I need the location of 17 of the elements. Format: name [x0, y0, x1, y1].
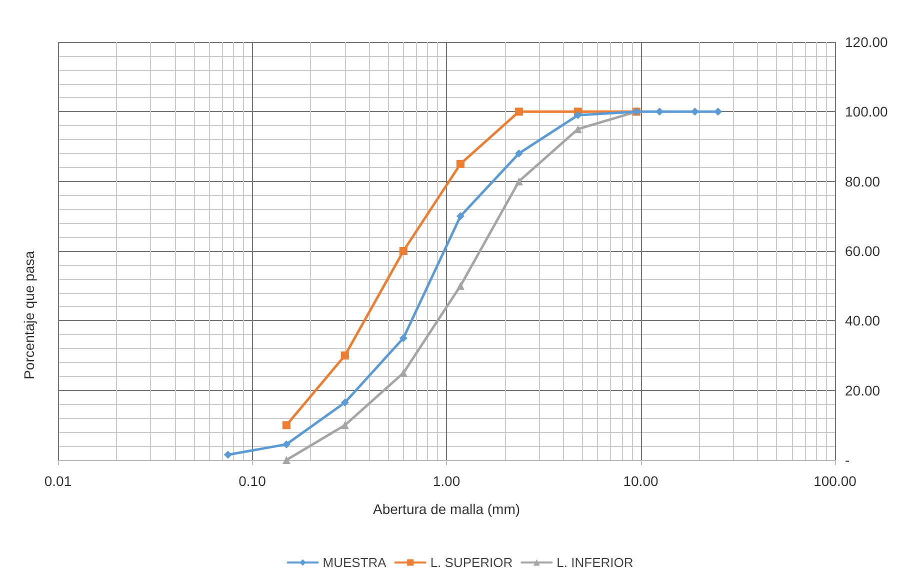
- y-tick-label: 100.00: [845, 104, 888, 120]
- y-axis-title: Porcentaje que pasa: [21, 250, 37, 380]
- y-tick-label: 60.00: [845, 243, 880, 259]
- x-tick-label: 1.00: [432, 473, 460, 489]
- legend-label: L. SUPERIOR: [430, 555, 513, 570]
- x-axis-title: Abertura de malla (mm): [372, 501, 520, 517]
- x-tick-label: 0.10: [238, 473, 266, 489]
- x-tick-label: 100.00: [814, 473, 857, 489]
- x-tick-label: 0.01: [44, 473, 72, 489]
- y-tick-label: 20.00: [845, 382, 880, 398]
- legend-label: MUESTRA: [322, 555, 387, 570]
- y-tick-label: -: [845, 452, 850, 468]
- y-tick-label: 120.00: [845, 34, 888, 50]
- legend-label: L. INFERIOR: [556, 555, 634, 570]
- y-tick-label: 80.00: [845, 173, 880, 190]
- y-tick-label: 40.00: [845, 312, 880, 329]
- x-tick-label: 10.00: [623, 473, 658, 489]
